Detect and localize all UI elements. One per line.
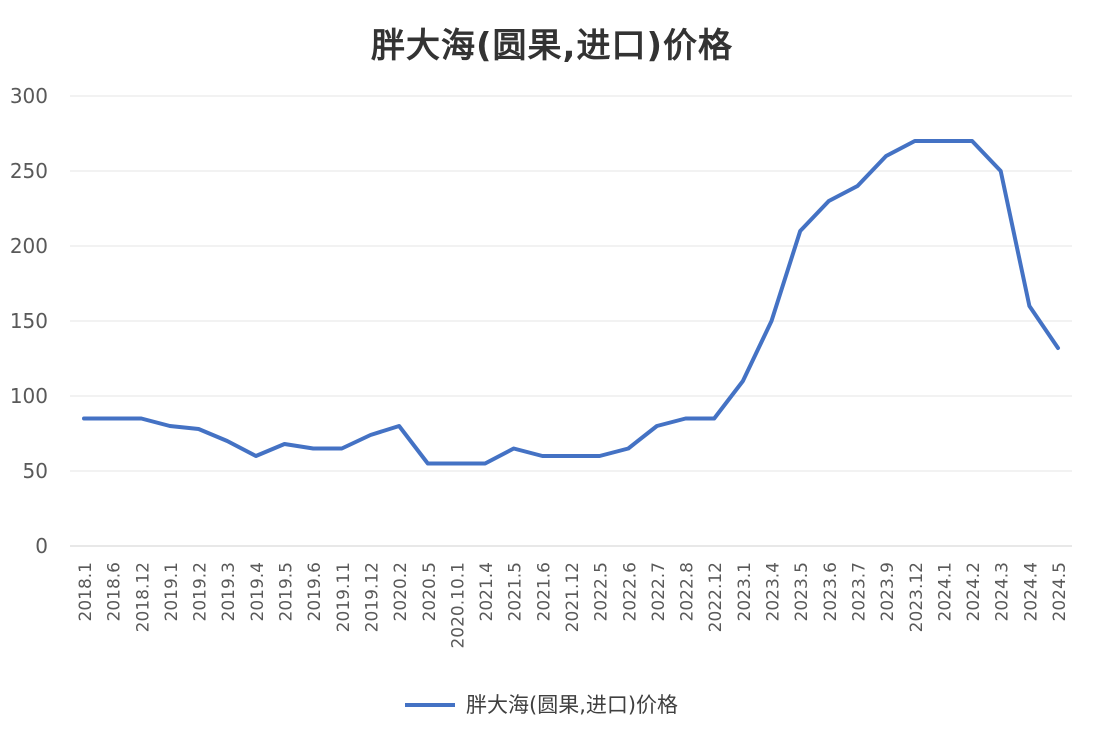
x-tick-label: 2023.12 xyxy=(907,562,927,632)
x-tick-label: 2021.5 xyxy=(506,562,526,621)
x-tick-label: 2022.7 xyxy=(649,562,669,621)
x-tick-label: 2019.11 xyxy=(334,562,354,632)
y-axis-ticks: 0 50 100 150 200 250 300 xyxy=(10,84,48,558)
x-tick-label: 2024.3 xyxy=(993,562,1013,621)
x-tick-label: 2023.7 xyxy=(849,562,869,621)
x-tick-label: 2021.6 xyxy=(534,562,554,621)
series-layer xyxy=(82,139,1060,466)
x-tick-label: 2018.12 xyxy=(133,562,153,632)
x-tick-label: 2019.3 xyxy=(219,562,239,621)
x-tick-label: 2019.6 xyxy=(305,562,325,621)
x-tick-label: 2021.4 xyxy=(477,562,497,621)
x-tick-label: 2022.5 xyxy=(592,562,612,621)
x-tick-label: 2024.4 xyxy=(1021,562,1041,621)
x-tick-label: 2022.6 xyxy=(620,562,640,621)
y-tick-label: 200 xyxy=(10,234,48,258)
x-axis-ticks: 2018.1 2018.6 2018.12 2019.1 2019.2 2019.3 201… xyxy=(76,562,1070,649)
x-tick-label: 2023.5 xyxy=(792,562,812,621)
y-tick-label: 50 xyxy=(23,459,48,483)
x-tick-label: 2019.1 xyxy=(162,562,182,621)
legend: 胖大海(圆果,进口)价格 xyxy=(405,693,678,717)
x-tick-label: 2024.5 xyxy=(1050,562,1070,621)
chart-title: 胖大海(圆果,进口)价格 xyxy=(371,26,733,66)
x-tick-label: 2018.6 xyxy=(105,562,125,621)
x-tick-label: 2021.12 xyxy=(563,562,583,632)
y-tick-label: 300 xyxy=(10,84,48,108)
x-tick-label: 2023.1 xyxy=(735,562,755,621)
y-tick-label: 100 xyxy=(10,384,48,408)
x-tick-label: 2024.2 xyxy=(964,562,984,621)
y-tick-label: 0 xyxy=(35,534,48,558)
y-tick-label: 150 xyxy=(10,309,48,333)
x-tick-label: 2023.4 xyxy=(764,562,784,621)
series-line-0 xyxy=(82,139,1060,466)
x-tick-label: 2020.2 xyxy=(391,562,411,621)
x-tick-label: 2023.6 xyxy=(821,562,841,621)
x-tick-label: 2019.4 xyxy=(248,562,268,621)
x-tick-label: 2022.8 xyxy=(678,562,698,621)
x-tick-label: 2019.2 xyxy=(191,562,211,621)
x-tick-label: 2018.1 xyxy=(76,562,96,621)
x-tick-label: 2023.9 xyxy=(878,562,898,621)
x-tick-label: 2019.5 xyxy=(277,562,297,621)
x-tick-label: 2024.1 xyxy=(935,562,955,621)
x-tick-label: 2020.10.1 xyxy=(448,562,468,649)
legend-label: 胖大海(圆果,进口)价格 xyxy=(466,693,678,717)
x-tick-label: 2020.5 xyxy=(420,562,440,621)
y-tick-label: 250 xyxy=(10,159,48,183)
x-tick-label: 2022.12 xyxy=(706,562,726,632)
grid-lines xyxy=(70,95,1072,547)
x-tick-label: 2019.12 xyxy=(362,562,382,632)
